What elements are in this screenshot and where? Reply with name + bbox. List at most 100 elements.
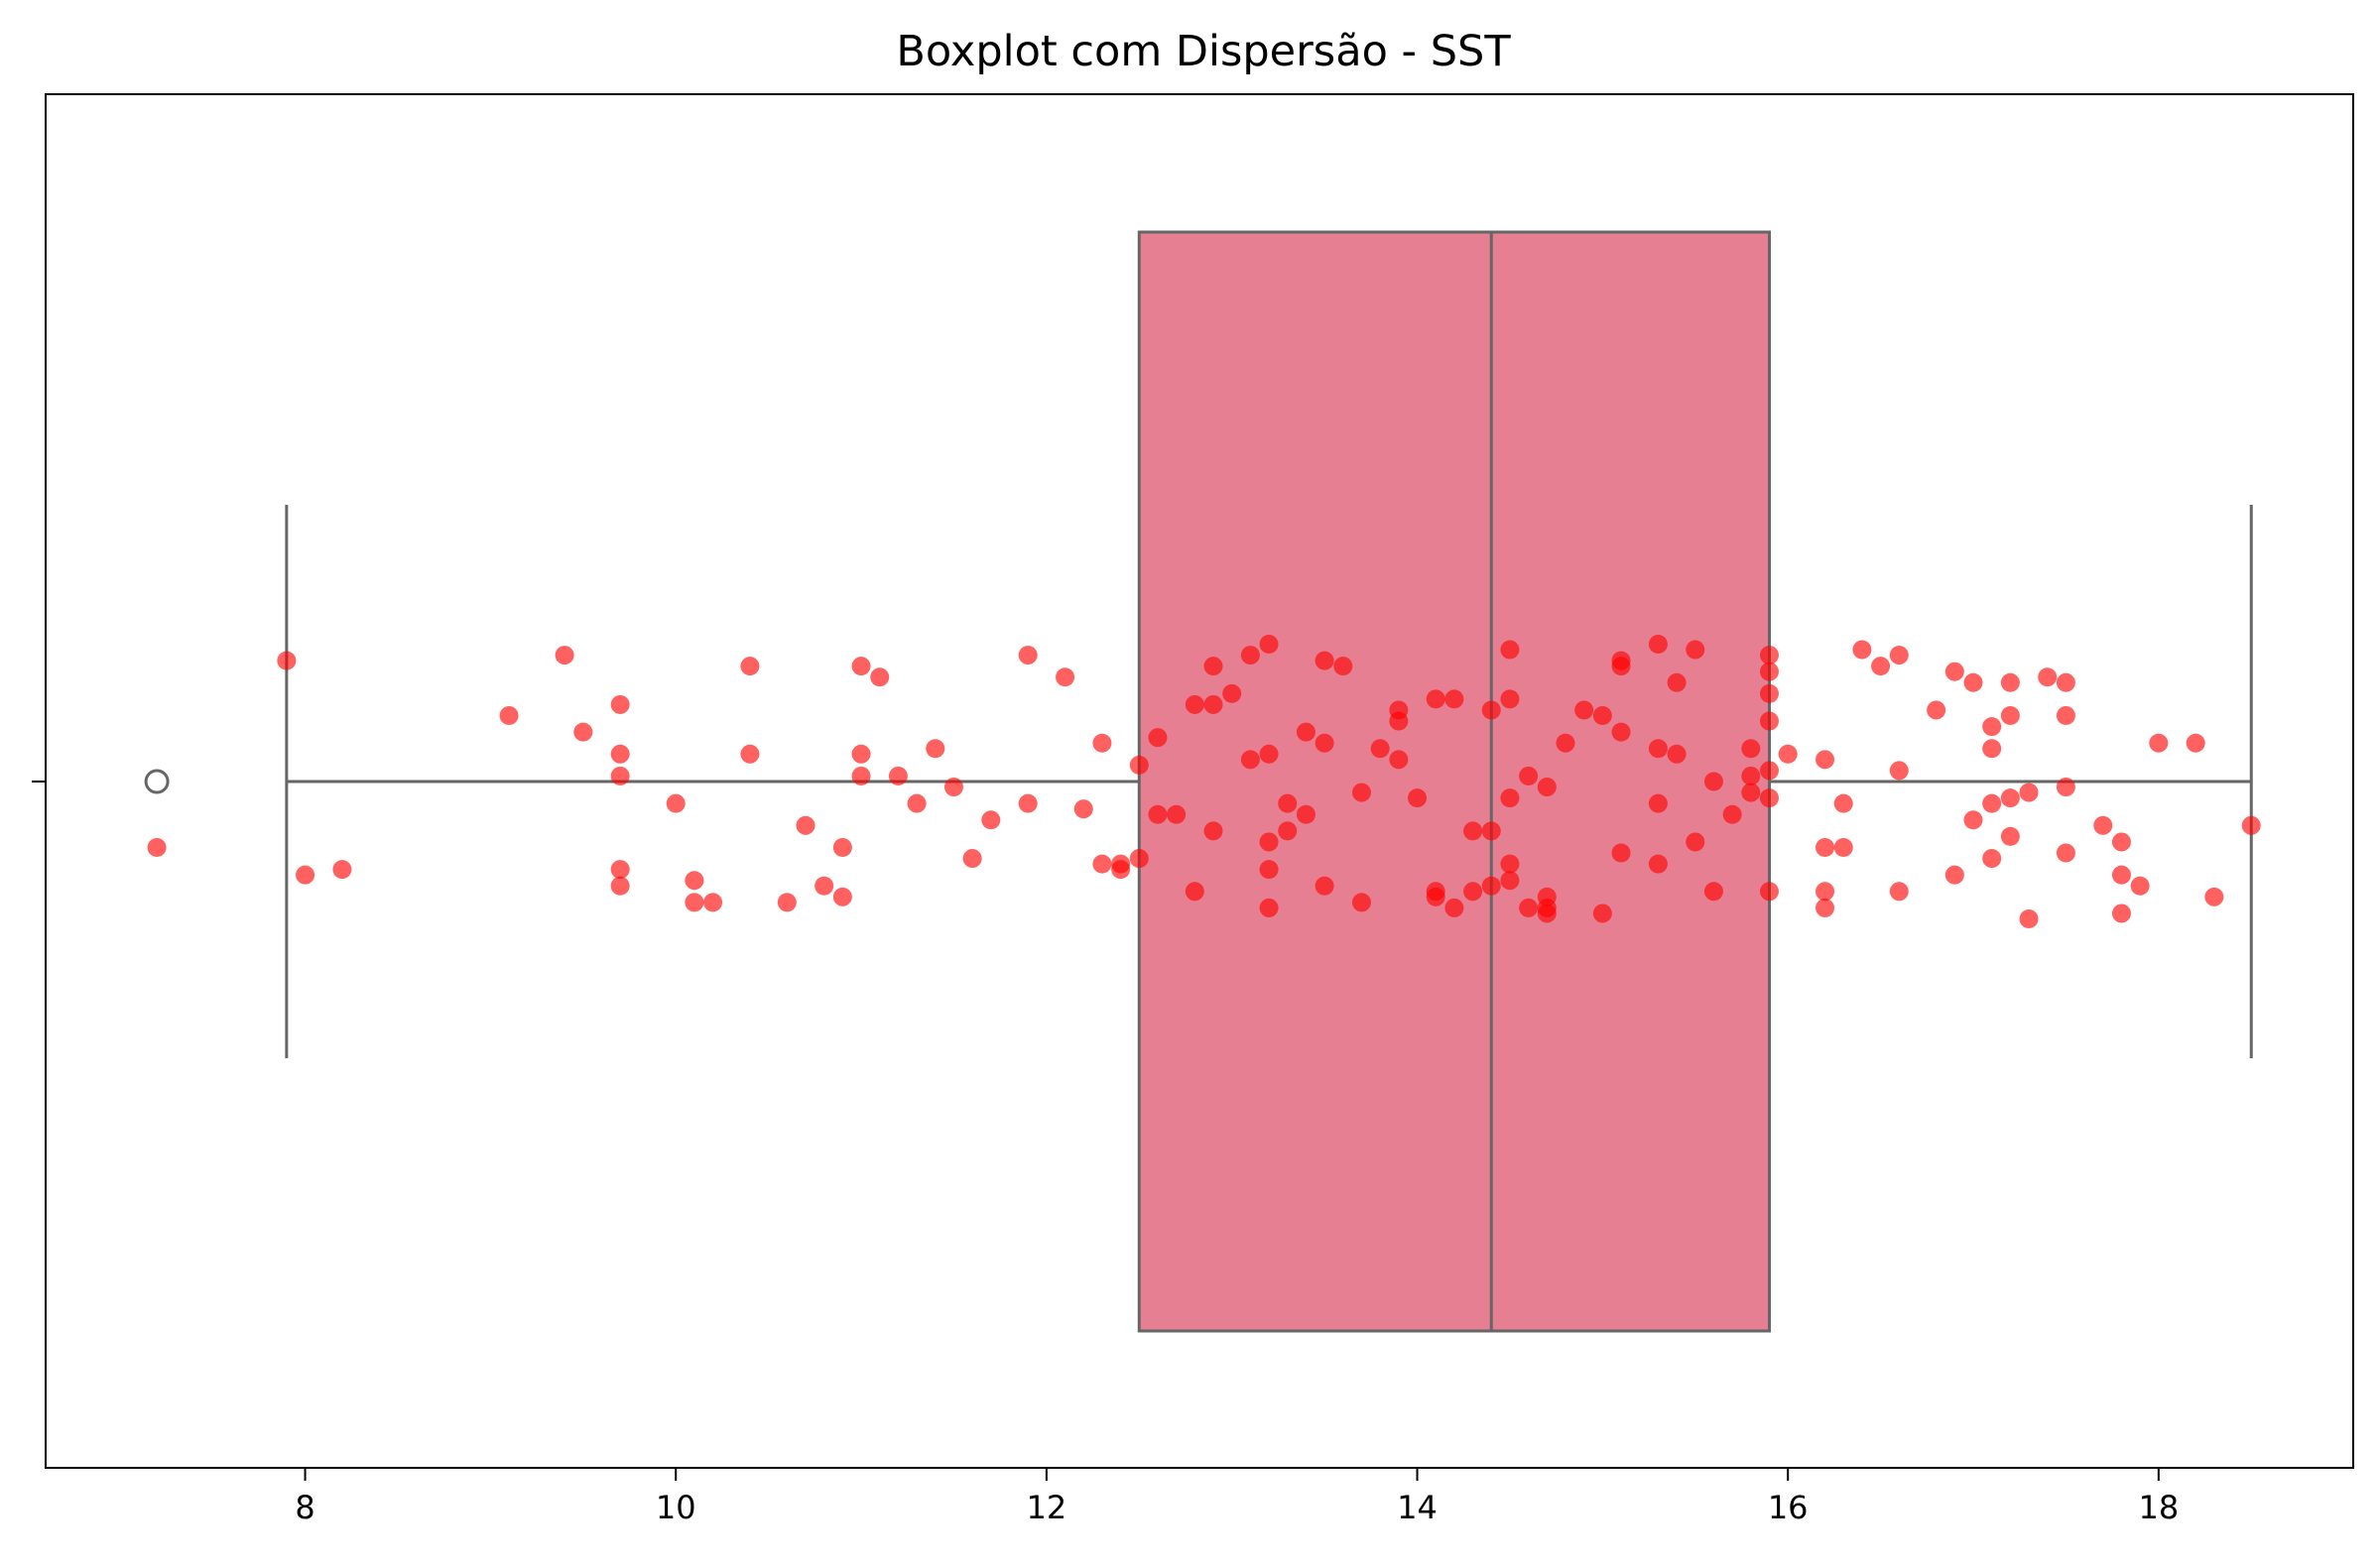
data-point bbox=[943, 778, 963, 797]
data-point bbox=[1185, 694, 1204, 714]
data-point bbox=[685, 893, 704, 912]
data-point bbox=[1389, 711, 1409, 731]
data-point bbox=[1759, 882, 1779, 902]
data-point bbox=[1944, 662, 1964, 681]
x-tick-label: 10 bbox=[656, 1489, 696, 1526]
chart-title: Boxplot com Dispersão - SST bbox=[896, 27, 1511, 76]
data-point bbox=[1481, 821, 1501, 841]
data-point bbox=[1351, 783, 1371, 802]
data-point bbox=[1129, 755, 1149, 775]
data-point bbox=[1982, 739, 2002, 759]
data-point bbox=[2000, 706, 2020, 726]
data-point bbox=[1722, 804, 1742, 824]
data-point bbox=[1148, 804, 1168, 824]
data-point bbox=[610, 876, 630, 896]
data-point bbox=[1111, 860, 1131, 880]
data-point bbox=[1833, 837, 1853, 857]
data-point bbox=[1944, 865, 1964, 885]
data-point bbox=[2111, 865, 2131, 885]
data-point bbox=[1240, 646, 1260, 665]
plot-area bbox=[144, 230, 2253, 1333]
data-point bbox=[1889, 761, 1909, 781]
x-tick-label: 16 bbox=[1768, 1489, 1809, 1526]
x-axis: 8 10 12 14 16 18 bbox=[295, 1468, 2179, 1526]
data-point bbox=[1167, 804, 1187, 824]
data-point bbox=[277, 651, 297, 670]
data-point bbox=[1500, 689, 1520, 709]
data-point bbox=[2056, 706, 2075, 726]
data-point bbox=[1556, 733, 1575, 753]
data-point bbox=[1500, 854, 1520, 874]
data-point bbox=[147, 837, 167, 857]
data-point bbox=[2130, 876, 2150, 896]
data-point bbox=[962, 849, 982, 869]
data-point bbox=[1889, 646, 1909, 665]
data-point bbox=[1759, 761, 1779, 781]
data-point bbox=[870, 667, 890, 687]
data-point bbox=[832, 837, 852, 857]
data-point bbox=[1500, 640, 1520, 660]
data-point bbox=[1203, 821, 1223, 841]
data-point bbox=[1408, 788, 1428, 808]
data-point bbox=[1816, 898, 1835, 917]
data-point bbox=[1463, 821, 1483, 841]
data-point bbox=[499, 706, 519, 726]
data-point bbox=[1426, 887, 1445, 906]
data-point bbox=[1667, 744, 1687, 764]
data-point bbox=[573, 722, 593, 742]
data-point bbox=[1351, 893, 1371, 912]
data-point bbox=[2056, 843, 2075, 863]
data-point bbox=[1927, 700, 1946, 720]
data-point bbox=[2204, 887, 2224, 906]
data-point bbox=[1741, 766, 1761, 785]
data-point bbox=[1816, 882, 1835, 902]
data-point bbox=[1296, 804, 1315, 824]
data-point bbox=[1463, 882, 1483, 902]
data-point bbox=[610, 744, 630, 764]
data-point bbox=[2241, 815, 2261, 835]
data-point bbox=[1259, 898, 1279, 917]
data-point bbox=[1963, 810, 1983, 830]
data-point bbox=[851, 744, 871, 764]
data-point bbox=[1759, 683, 1779, 703]
data-point bbox=[1982, 717, 2002, 737]
x-tick-label: 14 bbox=[1397, 1489, 1438, 1526]
data-point bbox=[1315, 651, 1334, 670]
data-point bbox=[832, 887, 852, 906]
data-point bbox=[1073, 799, 1093, 819]
data-point bbox=[1611, 843, 1631, 863]
data-point bbox=[1259, 860, 1279, 880]
data-point bbox=[1611, 657, 1631, 676]
data-point bbox=[1889, 882, 1909, 902]
data-point bbox=[666, 793, 686, 813]
data-point bbox=[1982, 849, 2002, 869]
data-point bbox=[1370, 739, 1390, 759]
data-point bbox=[1759, 711, 1779, 731]
data-point bbox=[740, 744, 760, 764]
data-point bbox=[1148, 728, 1168, 748]
data-point bbox=[1852, 640, 1872, 660]
data-point bbox=[1667, 672, 1687, 692]
data-point bbox=[1816, 750, 1835, 770]
data-point bbox=[777, 893, 797, 912]
data-point bbox=[1222, 683, 1242, 703]
data-point bbox=[1500, 871, 1520, 891]
data-point bbox=[1444, 689, 1464, 709]
data-point bbox=[1592, 706, 1612, 726]
data-point bbox=[814, 876, 834, 896]
data-point bbox=[610, 860, 630, 880]
data-point bbox=[2038, 667, 2058, 687]
data-point bbox=[1703, 882, 1723, 902]
data-point bbox=[1259, 635, 1279, 654]
data-point bbox=[1203, 694, 1223, 714]
data-point bbox=[1759, 662, 1779, 681]
data-point bbox=[1648, 793, 1668, 813]
data-point bbox=[1018, 646, 1038, 665]
data-point bbox=[981, 810, 1001, 830]
data-point bbox=[1537, 778, 1557, 797]
data-point bbox=[1333, 657, 1353, 676]
data-point bbox=[1092, 854, 1112, 874]
data-point bbox=[1741, 783, 1761, 802]
data-point bbox=[610, 694, 630, 714]
